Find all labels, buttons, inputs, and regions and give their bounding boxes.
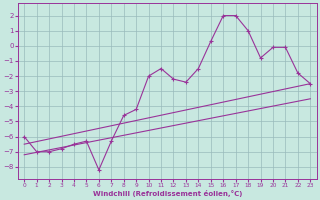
X-axis label: Windchill (Refroidissement éolien,°C): Windchill (Refroidissement éolien,°C)	[92, 190, 242, 197]
